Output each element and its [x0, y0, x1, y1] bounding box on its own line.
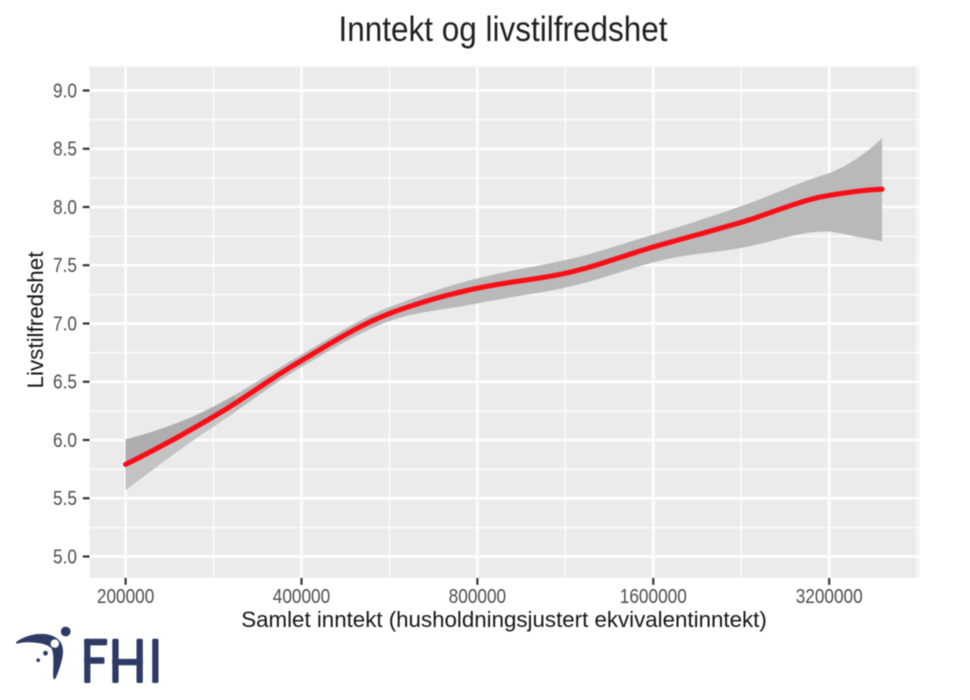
svg-text:3200000: 3200000 [796, 586, 863, 609]
svg-text:7.0: 7.0 [53, 313, 77, 336]
svg-text:8.0: 8.0 [53, 197, 77, 220]
svg-text:6.5: 6.5 [53, 371, 77, 394]
svg-text:Samlet inntekt (husholdningsju: Samlet inntekt (husholdningsjustert ekvi… [241, 607, 767, 632]
svg-text:7.5: 7.5 [53, 255, 77, 278]
svg-text:9.0: 9.0 [53, 80, 77, 103]
svg-text:400000: 400000 [273, 586, 330, 609]
svg-text:Livstilfredshet: Livstilfredshet [23, 251, 48, 389]
svg-text:800000: 800000 [449, 586, 506, 609]
svg-text:1600000: 1600000 [620, 586, 687, 609]
svg-text:8.5: 8.5 [53, 138, 77, 161]
svg-text:5.0: 5.0 [53, 546, 77, 569]
svg-text:200000: 200000 [97, 586, 154, 609]
svg-text:5.5: 5.5 [53, 488, 77, 511]
svg-text:6.0: 6.0 [53, 430, 77, 453]
